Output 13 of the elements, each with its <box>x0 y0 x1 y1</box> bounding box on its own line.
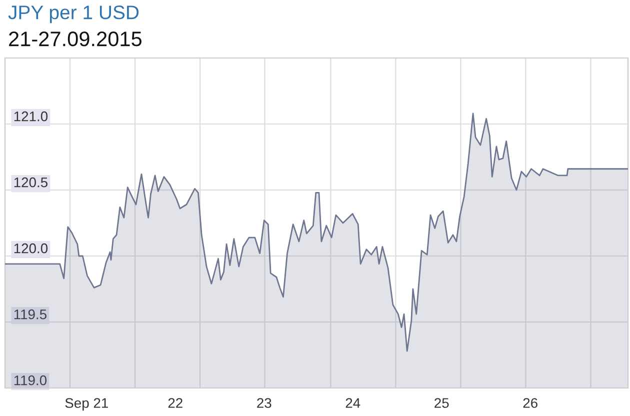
x-tick-label: Sep 21 <box>65 398 108 411</box>
y-tick-label: 121.0 <box>14 111 48 122</box>
x-tick-label: 23 <box>257 398 272 408</box>
y-tick-label: 120.0 <box>14 243 48 254</box>
chart-title: JPY per 1 USD <box>8 6 139 24</box>
y-tick-label: 120.5 <box>14 177 48 188</box>
x-tick-label: 24 <box>346 398 360 408</box>
x-tick-label: 25 <box>434 398 449 408</box>
y-tick-label: 119.0 <box>14 375 47 386</box>
x-tick-label: 26 <box>523 398 538 408</box>
chart-subtitle: 21-27.09.2015 <box>9 32 142 46</box>
y-tick-label: 119.5 <box>14 309 46 320</box>
x-tick-label: 22 <box>168 398 182 408</box>
